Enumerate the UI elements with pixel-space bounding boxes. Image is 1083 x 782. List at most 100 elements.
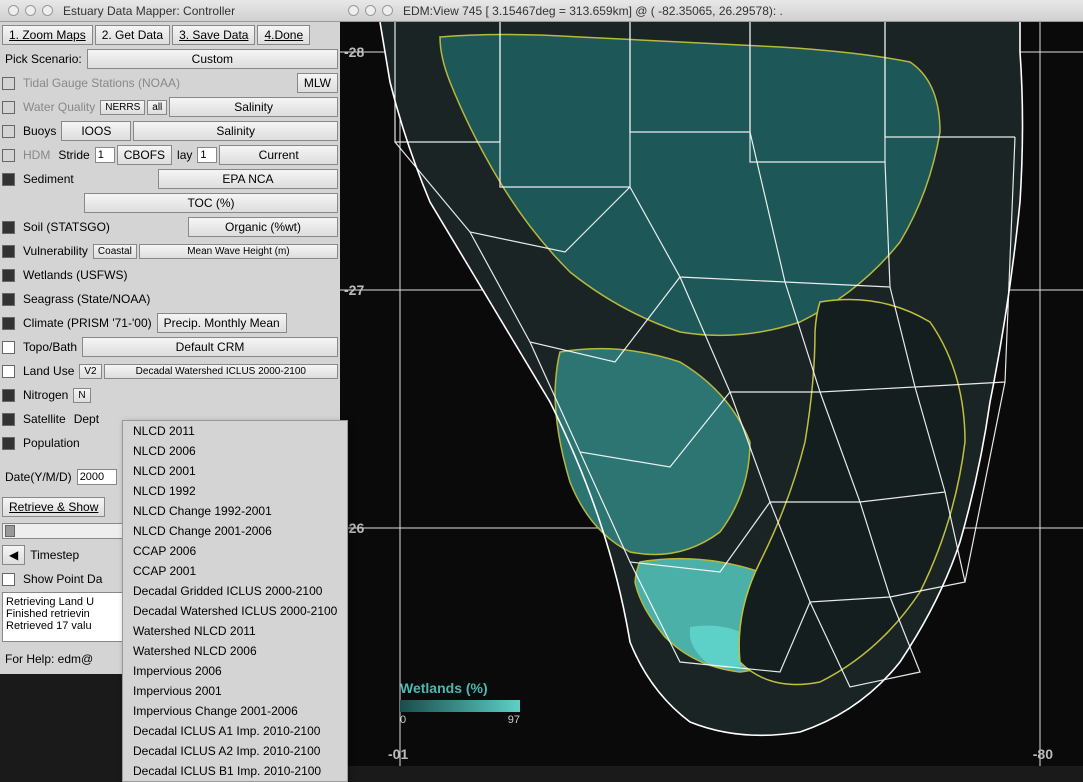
water-checkbox[interactable]	[2, 101, 15, 114]
traffic-lights	[8, 5, 53, 16]
retrieve-button[interactable]: Retrieve & Show	[2, 497, 105, 517]
help-label: For Help: edm@	[2, 652, 96, 666]
close-dot[interactable]	[348, 5, 359, 16]
slider-thumb[interactable]	[5, 525, 15, 537]
showpoint-label: Show Point Da	[20, 572, 105, 586]
salinity-button[interactable]: Salinity	[169, 97, 338, 117]
nitrogen-checkbox[interactable]	[2, 389, 15, 402]
timestep-back-button[interactable]: ◀	[2, 545, 25, 565]
dropdown-item[interactable]: CCAP 2006	[123, 541, 347, 561]
map-area[interactable]: -28 -27 -26 -01 -80 Wetlands (%) 0 97	[340, 22, 1083, 766]
timestep-label: Timestep	[27, 548, 82, 562]
legend-bar	[400, 700, 520, 712]
water-label: Water Quality	[20, 100, 98, 114]
landuse-label: Land Use	[20, 364, 77, 378]
cbofs-button[interactable]: CBOFS	[117, 145, 172, 165]
dropdown-item[interactable]: Decadal Watershed ICLUS 2000-2100	[123, 601, 347, 621]
tidal-mlw-button[interactable]: MLW	[297, 73, 338, 93]
hdm-label: HDM	[20, 148, 53, 162]
sediment-checkbox[interactable]	[2, 173, 15, 186]
stride-input[interactable]	[95, 147, 115, 163]
legend: Wetlands (%) 0 97	[400, 680, 520, 726]
vuln-checkbox[interactable]	[2, 245, 15, 258]
organic-button[interactable]: Organic (%wt)	[188, 217, 338, 237]
dropdown-item[interactable]: NLCD 2001	[123, 461, 347, 481]
traffic-lights	[348, 5, 393, 16]
dept-label: Dept	[71, 412, 102, 426]
hdm-checkbox[interactable]	[2, 149, 15, 162]
dropdown-item[interactable]: NLCD 2006	[123, 441, 347, 461]
precip-button[interactable]: Precip. Monthly Mean	[157, 313, 287, 333]
legend-title: Wetlands (%)	[400, 680, 520, 696]
scenario-button[interactable]: Custom	[87, 49, 338, 69]
sediment-label: Sediment	[20, 172, 77, 186]
ioos-button[interactable]: IOOS	[61, 121, 131, 141]
buoys-label: Buoys	[20, 124, 59, 138]
viewer-titlebar: EDM:View 745 [ 3.15467deg = 313.659km] @…	[340, 0, 1083, 22]
population-checkbox[interactable]	[2, 437, 15, 450]
done-button[interactable]: 4.Done	[257, 25, 310, 45]
dropdown-item[interactable]: NLCD 1992	[123, 481, 347, 501]
soil-checkbox[interactable]	[2, 221, 15, 234]
v2-button[interactable]: V2	[79, 364, 101, 379]
tidal-checkbox[interactable]	[2, 77, 15, 90]
crm-button[interactable]: Default CRM	[82, 337, 338, 357]
legend-max: 97	[508, 714, 520, 726]
dropdown-item[interactable]: Watershed NLCD 2011	[123, 621, 347, 641]
toc-button[interactable]: TOC (%)	[84, 193, 338, 213]
dropdown-item[interactable]: NLCD Change 1992-2001	[123, 501, 347, 521]
lat-28-label: -28	[344, 44, 364, 60]
showpoint-checkbox[interactable]	[2, 573, 15, 586]
dropdown-item[interactable]: Decadal Gridded ICLUS 2000-2100	[123, 581, 347, 601]
n-button[interactable]: N	[73, 388, 90, 403]
get-data-button[interactable]: 2. Get Data	[95, 25, 170, 45]
min-dot[interactable]	[365, 5, 376, 16]
coastal-button[interactable]: Coastal	[93, 244, 137, 259]
dropdown-item[interactable]: Impervious Change 2001-2006	[123, 701, 347, 721]
dropdown-item[interactable]: Decadal ICLUS A1 Imp. 2010-2100	[123, 721, 347, 741]
topo-checkbox[interactable]	[2, 341, 15, 354]
seagrass-label: Seagrass (State/NOAA)	[20, 292, 153, 306]
lat-27-label: -27	[344, 282, 364, 298]
close-dot[interactable]	[8, 5, 19, 16]
buoys-checkbox[interactable]	[2, 125, 15, 138]
satellite-label: Satellite	[20, 412, 69, 426]
lay-input[interactable]	[197, 147, 217, 163]
zoom-dot[interactable]	[42, 5, 53, 16]
current-button[interactable]: Current	[219, 145, 338, 165]
climate-label: Climate (PRISM '71-'00)	[20, 316, 155, 330]
dropdown-item[interactable]: Decadal ICLUS A2 Imp. 2010-2100	[123, 741, 347, 761]
date-input[interactable]	[77, 469, 117, 485]
dropdown-item[interactable]: Watershed NLCD 2006	[123, 641, 347, 661]
climate-checkbox[interactable]	[2, 317, 15, 330]
wetlands-label: Wetlands (USFWS)	[20, 268, 130, 282]
zoom-dot[interactable]	[382, 5, 393, 16]
buoys-salinity-button[interactable]: Salinity	[133, 121, 338, 141]
dropdown-item[interactable]: Impervious 2006	[123, 661, 347, 681]
wetlands-checkbox[interactable]	[2, 269, 15, 282]
seagrass-checkbox[interactable]	[2, 293, 15, 306]
dropdown-item[interactable]: NLCD 2011	[123, 421, 347, 441]
dropdown-item[interactable]: Decadal ICLUS B1 Imp. 2010-2100	[123, 761, 347, 781]
topo-label: Topo/Bath	[20, 340, 80, 354]
population-label: Population	[20, 436, 83, 450]
dropdown-item[interactable]: NLCD Change 2001-2006	[123, 521, 347, 541]
vuln-label: Vulnerability	[20, 244, 91, 258]
controller-titlebar: Estuary Data Mapper: Controller	[0, 0, 340, 22]
decadal-button[interactable]: Decadal Watershed ICLUS 2000-2100	[104, 364, 338, 379]
save-data-button[interactable]: 3. Save Data	[172, 25, 255, 45]
landuse-checkbox[interactable]	[2, 365, 15, 378]
dropdown-item[interactable]: Impervious 2001	[123, 681, 347, 701]
satellite-checkbox[interactable]	[2, 413, 15, 426]
wave-height-button[interactable]: Mean Wave Height (m)	[139, 244, 338, 259]
dropdown-item[interactable]: CCAP 2001	[123, 561, 347, 581]
zoom-maps-button[interactable]: 1. Zoom Maps	[2, 25, 93, 45]
nerrs-button[interactable]: NERRS	[100, 100, 145, 115]
epa-nca-button[interactable]: EPA NCA	[158, 169, 338, 189]
landuse-dropdown[interactable]: NLCD 2011NLCD 2006NLCD 2001NLCD 1992NLCD…	[122, 420, 348, 782]
min-dot[interactable]	[25, 5, 36, 16]
lon-80-label: -80	[1033, 746, 1053, 762]
stride-label: Stride	[55, 148, 92, 162]
all-button[interactable]: all	[147, 100, 167, 115]
florida-map-svg	[340, 22, 1083, 766]
